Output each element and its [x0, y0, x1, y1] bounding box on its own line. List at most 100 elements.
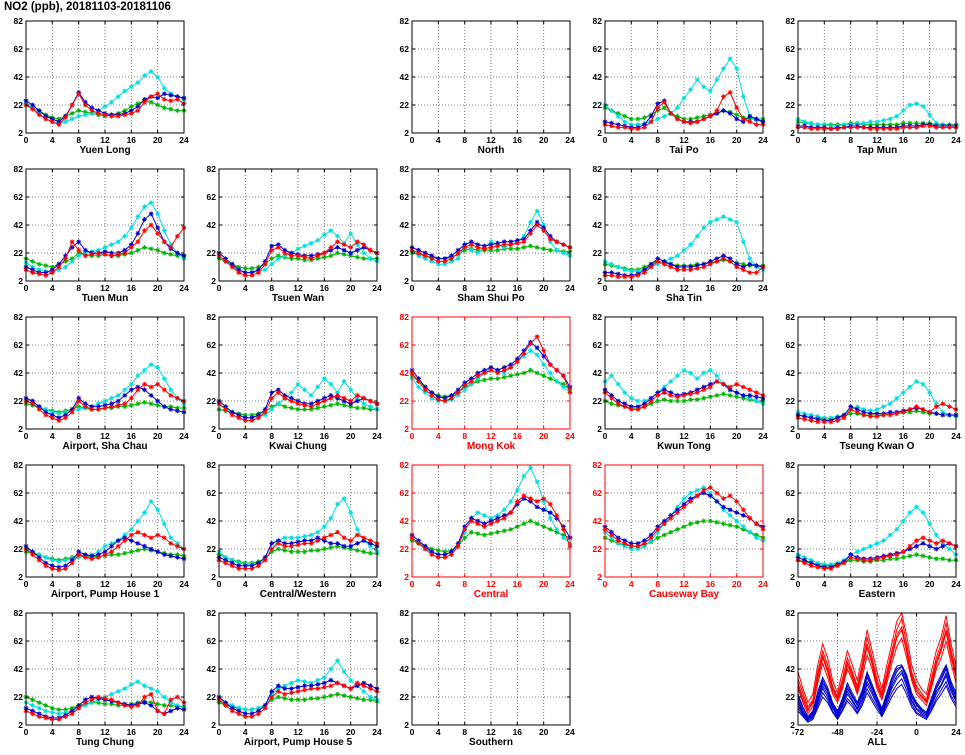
svg-text:82: 82 — [14, 16, 24, 26]
svg-text:24: 24 — [758, 283, 768, 293]
chart-airport-pump-house-5: 0 4 8 12 16 20 24 2 22 42 62 82 Airport, Pump House… — [193, 606, 386, 754]
svg-text:82: 82 — [786, 312, 796, 322]
svg-text:22: 22 — [400, 100, 410, 110]
svg-text:12: 12 — [100, 727, 110, 737]
plot-southern: 0 4 8 12 16 20 24 2 22 42 62 82 — [386, 606, 579, 739]
svg-text:0: 0 — [24, 727, 29, 737]
svg-text:0: 0 — [603, 579, 608, 589]
chart-title: Yuen Long — [79, 145, 131, 156]
svg-text:2: 2 — [211, 572, 216, 582]
svg-text:22: 22 — [593, 396, 603, 406]
plot-airport-pump-house-1: 0 4 8 12 16 20 24 2 22 42 62 82 — [0, 458, 193, 591]
svg-text:12: 12 — [293, 431, 303, 441]
svg-text:42: 42 — [400, 516, 410, 526]
svg-text:82: 82 — [207, 460, 217, 470]
chart-tseung-kwan-o: 0 4 8 12 16 20 24 2 22 42 62 82 Tseung Kwan O — [772, 310, 965, 458]
svg-text:2: 2 — [597, 424, 602, 434]
chart-sham-shui-po: 0 4 8 12 16 20 24 2 22 42 62 82 Sham Shui Po — [386, 162, 579, 310]
svg-text:24: 24 — [372, 283, 382, 293]
plot-all: -72 -48 -24 0 24 2 22 42 62 82 — [772, 606, 965, 739]
svg-text:62: 62 — [593, 44, 603, 54]
cell-r3c3: 0 4 8 12 16 20 24 2 22 42 62 82 Mong Kok — [386, 310, 579, 458]
svg-text:82: 82 — [593, 460, 603, 470]
chart-tsuen-wan: 0 4 8 12 16 20 24 2 22 42 62 82 Tsuen Wan — [193, 162, 386, 310]
chart-all: -72 -48 -24 0 24 2 22 42 62 82 ALL — [772, 606, 965, 754]
svg-text:42: 42 — [14, 72, 24, 82]
svg-text:2: 2 — [211, 424, 216, 434]
svg-text:82: 82 — [400, 312, 410, 322]
svg-text:62: 62 — [14, 488, 24, 498]
svg-text:82: 82 — [400, 608, 410, 618]
svg-text:16: 16 — [706, 579, 716, 589]
svg-text:42: 42 — [400, 368, 410, 378]
svg-text:24: 24 — [758, 579, 768, 589]
cell-r3c2: 0 4 8 12 16 20 24 2 22 42 62 82 Kwai Chung — [193, 310, 386, 458]
svg-text:0: 0 — [914, 727, 919, 737]
svg-text:62: 62 — [14, 340, 24, 350]
svg-text:42: 42 — [14, 664, 24, 674]
svg-text:12: 12 — [679, 431, 689, 441]
svg-text:12: 12 — [486, 727, 496, 737]
chart-title: ALL — [867, 737, 887, 748]
svg-text:82: 82 — [207, 608, 217, 618]
svg-text:42: 42 — [207, 664, 217, 674]
chart-title: Tuen Mun — [81, 293, 129, 304]
svg-text:8: 8 — [655, 283, 660, 293]
cell-r5c5: -72 -48 -24 0 24 2 22 42 62 82 ALL — [772, 606, 965, 754]
svg-text:12: 12 — [293, 283, 303, 293]
svg-text:22: 22 — [207, 248, 217, 258]
chart-title: Tsuen Wan — [271, 293, 325, 304]
cell-r2c2: 0 4 8 12 16 20 24 2 22 42 62 82 Tsuen Wan — [193, 162, 386, 310]
svg-text:0: 0 — [217, 283, 222, 293]
svg-text:8: 8 — [269, 579, 274, 589]
svg-text:62: 62 — [207, 192, 217, 202]
svg-text:8: 8 — [76, 431, 81, 441]
chart-tuen-mun: 0 4 8 12 16 20 24 2 22 42 62 82 Tuen Mun — [0, 162, 193, 310]
svg-text:4: 4 — [629, 431, 634, 441]
svg-text:24: 24 — [179, 579, 189, 589]
chart-title: Sham Shui Po — [457, 293, 525, 304]
chart-title: Mong Kok — [466, 441, 516, 452]
svg-text:42: 42 — [593, 368, 603, 378]
empty-cell — [772, 162, 965, 310]
cell-r1c1: 0 4 8 12 16 20 24 2 22 42 62 82 Yuen Long — [0, 14, 193, 162]
svg-text:22: 22 — [400, 248, 410, 258]
svg-text:62: 62 — [207, 488, 217, 498]
chart-central: 0 4 8 12 16 20 24 2 22 42 62 82 Central — [386, 458, 579, 606]
svg-text:20: 20 — [925, 431, 935, 441]
svg-text:8: 8 — [269, 727, 274, 737]
svg-text:62: 62 — [14, 192, 24, 202]
svg-text:82: 82 — [400, 164, 410, 174]
svg-text:22: 22 — [786, 100, 796, 110]
svg-text:24: 24 — [179, 135, 189, 145]
svg-text:12: 12 — [486, 579, 496, 589]
chart-airport-sha-chau: 0 4 8 12 16 20 24 2 22 42 62 82 Airport, Sha Chau — [0, 310, 193, 458]
svg-text:0: 0 — [217, 431, 222, 441]
plot-north: 0 4 8 12 16 20 24 2 22 42 62 82 — [386, 14, 579, 147]
svg-text:4: 4 — [243, 579, 248, 589]
svg-text:4: 4 — [436, 727, 441, 737]
svg-text:2: 2 — [597, 572, 602, 582]
svg-text:22: 22 — [400, 544, 410, 554]
plot-kwai-chung: 0 4 8 12 16 20 24 2 22 42 62 82 — [193, 310, 386, 443]
svg-text:22: 22 — [14, 692, 24, 702]
chart-title: Airport, Sha Chau — [62, 441, 148, 452]
svg-text:22: 22 — [207, 544, 217, 554]
svg-text:62: 62 — [593, 488, 603, 498]
svg-text:82: 82 — [14, 312, 24, 322]
cell-r4c1: 0 4 8 12 16 20 24 2 22 42 62 82 Airport, Pump House… — [0, 458, 193, 606]
chart-kwai-chung: 0 4 8 12 16 20 24 2 22 42 62 82 Kwai Chung — [193, 310, 386, 458]
svg-text:2: 2 — [211, 276, 216, 286]
svg-text:16: 16 — [320, 431, 330, 441]
svg-text:82: 82 — [593, 312, 603, 322]
svg-text:12: 12 — [100, 283, 110, 293]
svg-text:12: 12 — [486, 431, 496, 441]
chart-title: Causeway Bay — [648, 589, 720, 600]
cell-r4c4: 0 4 8 12 16 20 24 2 22 42 62 82 Causeway Bay — [579, 458, 772, 606]
plot-central: 0 4 8 12 16 20 24 2 22 42 62 82 — [386, 458, 579, 591]
svg-text:20: 20 — [153, 431, 163, 441]
svg-text:0: 0 — [603, 431, 608, 441]
svg-text:82: 82 — [207, 164, 217, 174]
plot-eastern: 0 4 8 12 16 20 24 2 22 42 62 82 — [772, 458, 965, 591]
cell-r2c1: 0 4 8 12 16 20 24 2 22 42 62 82 Tuen Mun — [0, 162, 193, 310]
